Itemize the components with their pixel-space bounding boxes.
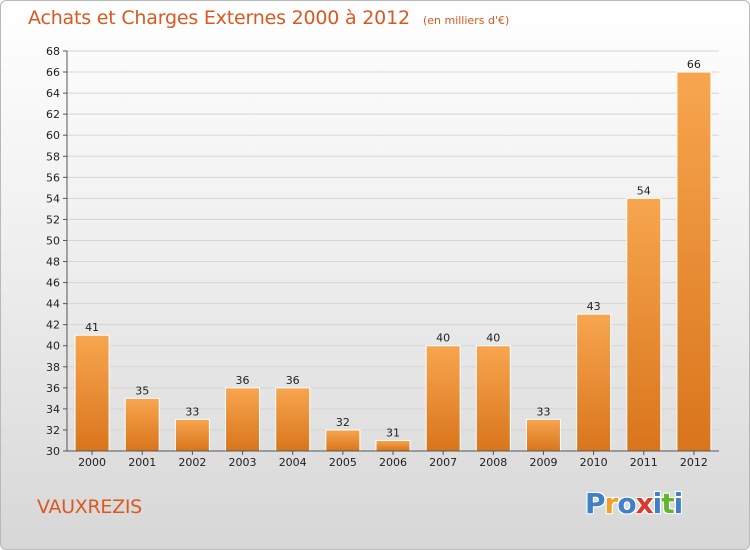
y-tick-label: 40 bbox=[46, 340, 60, 353]
y-tick-label: 30 bbox=[46, 445, 60, 458]
x-tick-label: 2008 bbox=[479, 456, 507, 469]
y-tick-label: 46 bbox=[46, 277, 60, 290]
logo-letter: r bbox=[604, 487, 619, 520]
data-label: 36 bbox=[236, 374, 250, 387]
y-tick-label: 64 bbox=[46, 87, 60, 100]
bar bbox=[225, 387, 261, 452]
bar bbox=[425, 345, 461, 452]
chart-unit-label: (en milliers d'€) bbox=[422, 14, 510, 27]
x-tick-label: 2010 bbox=[580, 456, 608, 469]
x-tick-label: 2000 bbox=[78, 456, 106, 469]
y-tick-label: 58 bbox=[46, 150, 60, 163]
bar bbox=[676, 71, 712, 452]
data-label: 36 bbox=[286, 374, 300, 387]
x-tick-label: 2009 bbox=[529, 456, 557, 469]
y-tick-label: 42 bbox=[46, 319, 60, 332]
x-tick-label: 2012 bbox=[680, 456, 708, 469]
data-label: 33 bbox=[185, 405, 199, 418]
y-tick-label: 60 bbox=[46, 129, 60, 142]
bar bbox=[124, 397, 160, 452]
proxiti-logo: Proxiti bbox=[585, 487, 684, 520]
bar bbox=[375, 439, 411, 452]
commune-name: VAUXREZIS bbox=[37, 496, 142, 518]
data-label: 35 bbox=[135, 384, 149, 397]
logo-letter: P bbox=[585, 487, 606, 520]
data-label: 66 bbox=[687, 58, 701, 71]
bars bbox=[74, 71, 712, 452]
x-tick-label: 2007 bbox=[429, 456, 457, 469]
data-label: 41 bbox=[85, 321, 99, 334]
logo-letter: i bbox=[652, 487, 663, 520]
data-label: 54 bbox=[637, 184, 651, 197]
y-tick-label: 34 bbox=[46, 403, 60, 416]
bar bbox=[74, 334, 110, 452]
y-tick-label: 50 bbox=[46, 234, 60, 247]
y-tick-label: 38 bbox=[46, 361, 60, 374]
y-tick-label: 48 bbox=[46, 256, 60, 269]
chart-title-text: Achats et Charges Externes 2000 à 2012 bbox=[28, 7, 410, 29]
data-label: 40 bbox=[436, 332, 450, 345]
data-label: 31 bbox=[386, 426, 400, 439]
y-tick-label: 56 bbox=[46, 171, 60, 184]
y-tick-label: 66 bbox=[46, 66, 60, 79]
x-tick-label: 2002 bbox=[178, 456, 206, 469]
y-tick-label: 36 bbox=[46, 382, 60, 395]
data-label: 43 bbox=[587, 300, 601, 313]
data-label: 32 bbox=[336, 416, 350, 429]
logo-letter: t bbox=[661, 487, 674, 520]
bar bbox=[325, 429, 361, 452]
x-tick-label: 2005 bbox=[329, 456, 357, 469]
x-tick-label: 2006 bbox=[379, 456, 407, 469]
bar bbox=[475, 345, 511, 452]
labels: 30 32 34 36 38 40 42 44 46 48 50 52 54 56 58 60 62 64 66 68… bbox=[46, 45, 708, 469]
x-tick-label: 2011 bbox=[630, 456, 658, 469]
chart-title: Achats et Charges Externes 2000 à 2012 (… bbox=[28, 7, 509, 29]
y-tick-label: 44 bbox=[46, 298, 60, 311]
bar bbox=[174, 418, 210, 452]
logo-letter: o bbox=[617, 487, 636, 520]
x-tick-label: 2001 bbox=[128, 456, 156, 469]
data-label: 33 bbox=[536, 405, 550, 418]
y-tick-label: 52 bbox=[46, 213, 60, 226]
data-label: 40 bbox=[486, 332, 500, 345]
y-tick-label: 32 bbox=[46, 424, 60, 437]
grid-lines bbox=[67, 50, 719, 452]
bar bbox=[525, 418, 561, 452]
x-tick-label: 2004 bbox=[279, 456, 307, 469]
bar bbox=[626, 197, 662, 452]
y-tick-label: 68 bbox=[46, 45, 60, 58]
bar bbox=[576, 313, 612, 452]
y-tick-label: 54 bbox=[46, 192, 60, 205]
bar bbox=[275, 387, 311, 452]
x-tick-label: 2003 bbox=[229, 456, 257, 469]
logo-letter: x bbox=[635, 487, 654, 520]
axes bbox=[63, 50, 719, 455]
y-tick-label: 62 bbox=[46, 108, 60, 121]
logo-letter: i bbox=[673, 487, 684, 520]
